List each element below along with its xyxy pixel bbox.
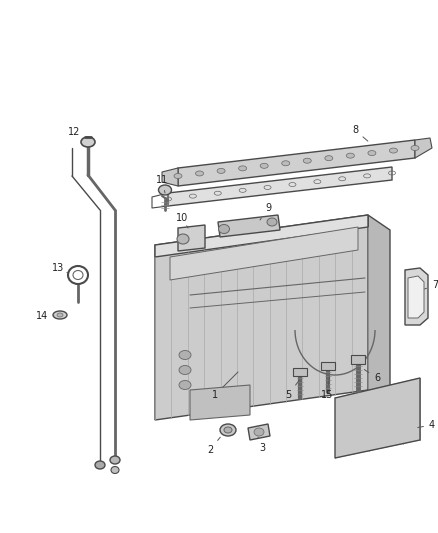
Ellipse shape	[57, 313, 63, 317]
Polygon shape	[178, 225, 205, 251]
Text: 3: 3	[258, 437, 265, 453]
Polygon shape	[321, 362, 335, 370]
Text: 15: 15	[321, 377, 333, 400]
Polygon shape	[408, 276, 424, 318]
Ellipse shape	[111, 466, 119, 473]
Polygon shape	[178, 140, 415, 186]
Text: 10: 10	[176, 213, 188, 228]
Text: 4: 4	[418, 420, 435, 430]
Ellipse shape	[282, 161, 290, 166]
Text: 1: 1	[212, 372, 238, 400]
Ellipse shape	[177, 234, 189, 244]
Polygon shape	[190, 385, 250, 420]
Text: 11: 11	[156, 175, 168, 193]
Ellipse shape	[368, 151, 376, 156]
Ellipse shape	[219, 224, 230, 233]
Text: 12: 12	[68, 127, 82, 140]
Polygon shape	[293, 368, 307, 376]
Ellipse shape	[195, 171, 204, 176]
Ellipse shape	[95, 461, 105, 469]
Polygon shape	[248, 424, 270, 440]
Ellipse shape	[110, 456, 120, 464]
Ellipse shape	[179, 381, 191, 390]
Ellipse shape	[267, 218, 277, 226]
Ellipse shape	[174, 174, 182, 179]
Polygon shape	[155, 215, 368, 420]
Polygon shape	[168, 167, 392, 206]
Text: 13: 13	[52, 263, 68, 273]
Polygon shape	[335, 378, 420, 458]
Ellipse shape	[220, 424, 236, 436]
Ellipse shape	[53, 311, 67, 319]
Ellipse shape	[389, 148, 397, 153]
Text: 2: 2	[207, 437, 220, 455]
Polygon shape	[368, 215, 390, 390]
Polygon shape	[170, 227, 358, 280]
Ellipse shape	[179, 366, 191, 375]
Polygon shape	[405, 268, 428, 325]
Ellipse shape	[239, 166, 247, 171]
Text: 14: 14	[36, 311, 54, 321]
Polygon shape	[162, 168, 178, 186]
Text: 9: 9	[260, 203, 271, 220]
Ellipse shape	[260, 163, 268, 168]
Polygon shape	[351, 355, 365, 364]
Text: 8: 8	[352, 125, 368, 141]
Text: 6: 6	[364, 369, 380, 383]
Text: 7: 7	[424, 280, 438, 290]
Polygon shape	[155, 215, 368, 257]
Ellipse shape	[303, 158, 311, 163]
Ellipse shape	[217, 168, 225, 173]
Polygon shape	[415, 138, 432, 158]
Ellipse shape	[159, 185, 172, 195]
Ellipse shape	[179, 351, 191, 359]
Text: 5: 5	[285, 380, 299, 400]
Polygon shape	[218, 215, 280, 237]
Ellipse shape	[346, 153, 354, 158]
Ellipse shape	[224, 427, 232, 433]
Ellipse shape	[254, 428, 264, 436]
Ellipse shape	[81, 137, 95, 147]
Ellipse shape	[325, 156, 333, 160]
Ellipse shape	[411, 146, 419, 150]
